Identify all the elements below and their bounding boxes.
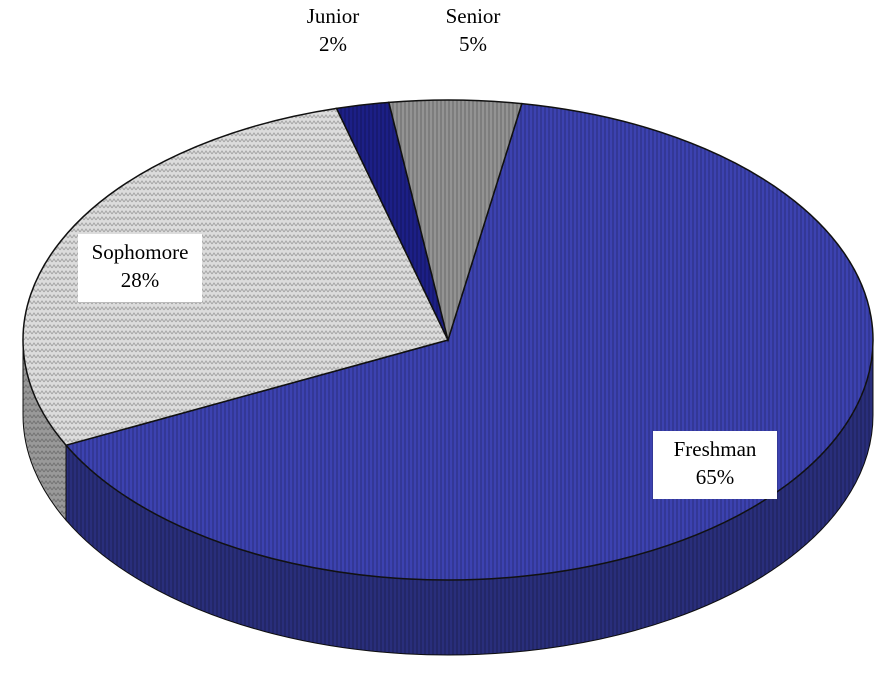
value-label: 28% bbox=[121, 268, 160, 292]
value-label: 2% bbox=[319, 32, 347, 56]
category-label: Sophomore bbox=[92, 240, 189, 264]
category-label: Freshman bbox=[674, 437, 757, 461]
label-box bbox=[653, 431, 777, 499]
category-label: Senior bbox=[446, 4, 501, 28]
side-shade bbox=[66, 340, 874, 655]
value-label: 5% bbox=[459, 32, 487, 56]
slice bbox=[387, 99, 523, 343]
slice bbox=[22, 107, 450, 447]
value-label: 65% bbox=[696, 465, 735, 489]
side-shade bbox=[23, 340, 67, 521]
label-box bbox=[78, 234, 202, 302]
category-label: Junior bbox=[307, 4, 360, 28]
